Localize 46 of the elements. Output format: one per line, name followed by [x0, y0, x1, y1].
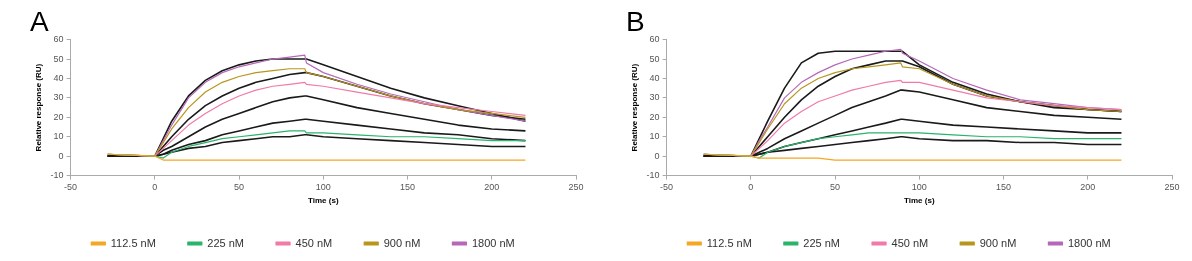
- x-tick-label: 0: [152, 182, 158, 193]
- x-tick-label: 0: [748, 182, 754, 193]
- y-tick-label: -10: [50, 170, 64, 181]
- legend-label: 225 nM: [207, 236, 245, 249]
- y-tick-label: -10: [646, 170, 660, 181]
- y-tick-label: 0: [58, 150, 64, 161]
- legend-label: 900 nM: [979, 236, 1017, 249]
- legend-label: 450 nM: [891, 236, 929, 249]
- y-tick-label: 60: [649, 34, 660, 45]
- x-axis-title: Time (s): [904, 196, 935, 206]
- y-tick-label: 30: [649, 92, 660, 103]
- x-tick-label: 100: [315, 182, 331, 193]
- y-tick-label: 0: [654, 150, 660, 161]
- y-tick-label: 20: [53, 111, 64, 122]
- x-tick-label: 250: [568, 182, 584, 193]
- chart-title: A: [30, 5, 49, 37]
- x-tick-label: 100: [911, 182, 927, 193]
- legend-label: 900 nM: [383, 236, 421, 249]
- legend-label: 112.5 nM: [110, 236, 156, 249]
- y-tick-label: 30: [53, 92, 64, 103]
- legend-label: 1800 nM: [1067, 236, 1111, 249]
- x-tick-label: 250: [1164, 182, 1180, 193]
- legend-label: 1800 nM: [471, 236, 515, 249]
- y-tick-label: 50: [53, 53, 64, 64]
- x-tick-label: 50: [830, 182, 841, 193]
- x-tick-label: -50: [660, 182, 674, 193]
- legend-label: 112.5 nM: [706, 236, 752, 249]
- x-tick-label: 150: [996, 182, 1012, 193]
- y-tick-label: 40: [649, 72, 660, 83]
- y-axis-title: Relative response (RU): [630, 63, 639, 152]
- y-tick-label: 10: [649, 131, 660, 142]
- x-tick-label: 200: [484, 182, 500, 193]
- y-tick-label: 20: [649, 111, 660, 122]
- chart-title: B: [626, 5, 645, 37]
- x-tick-label: -50: [64, 182, 78, 193]
- x-tick-label: 150: [400, 182, 416, 193]
- y-tick-label: 50: [649, 53, 660, 64]
- x-tick-label: 200: [1080, 182, 1096, 193]
- legend-label: 450 nM: [295, 236, 333, 249]
- y-tick-label: 10: [53, 131, 64, 142]
- legend-label: 225 nM: [803, 236, 841, 249]
- y-tick-label: 40: [53, 72, 64, 83]
- y-axis-title: Relative response (RU): [34, 63, 43, 152]
- x-tick-label: 50: [234, 182, 245, 193]
- y-tick-label: 60: [53, 34, 64, 45]
- x-axis-title: Time (s): [308, 196, 339, 206]
